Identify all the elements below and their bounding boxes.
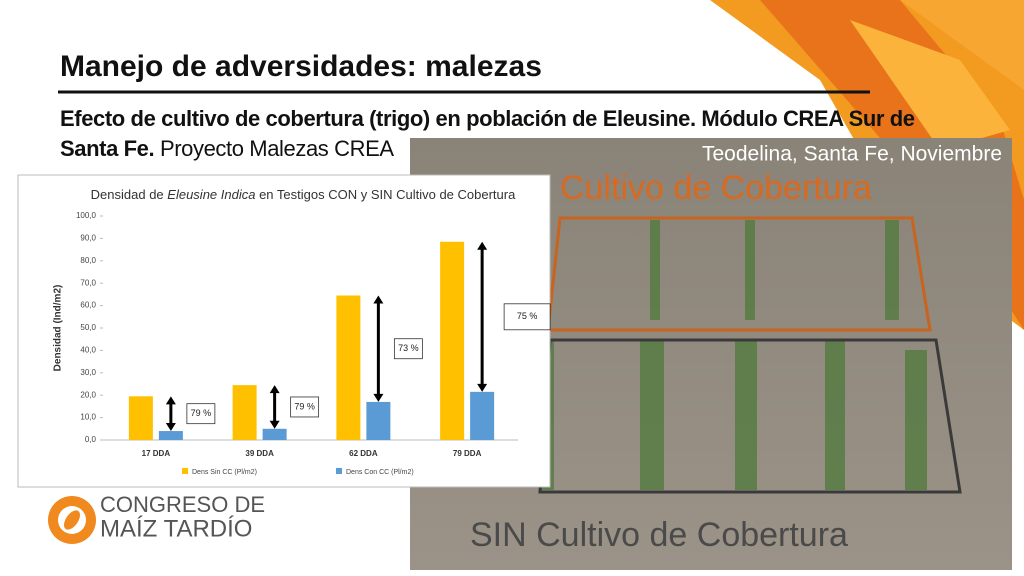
x-tick-label: 62 DDA (349, 449, 378, 458)
y-tick-label: 30,0 (80, 368, 96, 377)
annotation-box (290, 396, 320, 418)
legend-label: Dens Sin CC (Pl/m2) (192, 469, 257, 476)
photo-label: Cultivo de Cobertura (560, 169, 872, 207)
chart-title-part: en Testigos CON y SIN Cultivo de Cobertu… (255, 187, 516, 202)
bar (232, 385, 257, 440)
chart-title-part: Densidad de (91, 187, 168, 202)
arrow-head (269, 420, 280, 429)
y-tick-label: 70,0 (80, 278, 96, 287)
y-tick-label: 10,0 (80, 413, 96, 422)
subtitle-bold: Efecto de cultivo de cobertura (trigo) e… (60, 106, 915, 161)
arrow-head (165, 423, 176, 432)
y-tick-label: 100,0 (76, 211, 97, 220)
photo-label: SIN Cultivo de Cobertura (470, 516, 848, 554)
bar (262, 428, 287, 440)
logo: CONGRESO DE MAÍZ TARDÍO (48, 492, 265, 544)
annotation-box (393, 338, 423, 360)
logo-text: CONGRESO DE (100, 492, 265, 517)
bar (128, 396, 153, 440)
bar (440, 241, 465, 440)
logo-text: MAÍZ TARDÍO (100, 515, 252, 542)
annotation-box (186, 403, 216, 425)
legend-label: Dens Con CC (Pl/m2) (346, 469, 414, 476)
y-tick-label: 80,0 (80, 256, 96, 265)
bar (366, 401, 391, 440)
y-tick-label: 50,0 (80, 323, 96, 332)
bar (336, 295, 361, 440)
arrow-head (373, 295, 384, 304)
x-tick-label: 39 DDA (245, 449, 274, 458)
arrow-head (477, 241, 488, 250)
subtitle: Efecto de cultivo de cobertura (trigo) e… (60, 104, 930, 164)
legend-swatch (182, 468, 188, 474)
x-tick-label: 17 DDA (142, 449, 171, 458)
bar (158, 431, 183, 440)
x-tick-label: 79 DDA (453, 449, 482, 458)
annotation: 79 % (294, 401, 315, 411)
arrow-head (477, 383, 488, 392)
annotation: 73 % (398, 343, 419, 353)
arrow-head (165, 396, 176, 405)
y-tick-label: 20,0 (80, 390, 96, 399)
chart-title-part: Eleusine Indica (167, 187, 255, 202)
chart-title: Densidad de Eleusine Indica en Testigos … (91, 187, 516, 202)
y-tick-label: 40,0 (80, 346, 96, 355)
legend-swatch (336, 468, 342, 474)
photo-caption: Teodelina, Santa Fe, Noviembre (702, 143, 1002, 166)
y-tick-label: 60,0 (80, 301, 96, 310)
arrow-head (269, 385, 280, 394)
annotation: 79 % (191, 408, 212, 418)
annotation-box (503, 303, 551, 331)
bar (470, 391, 495, 440)
arrow-head (373, 393, 384, 402)
y-tick-label: 90,0 (80, 234, 96, 243)
subtitle-normal: Proyecto Malezas CREA (159, 136, 394, 161)
chart: Densidad de Eleusine Indica en Testigos … (17, 174, 551, 488)
y-axis-label: Densidad (Ind/m2) (53, 285, 64, 372)
y-tick-label: 0,0 (85, 435, 97, 444)
slide-title: Manejo de adversidades: malezas (60, 50, 542, 83)
annotation: 75 % (517, 311, 538, 321)
